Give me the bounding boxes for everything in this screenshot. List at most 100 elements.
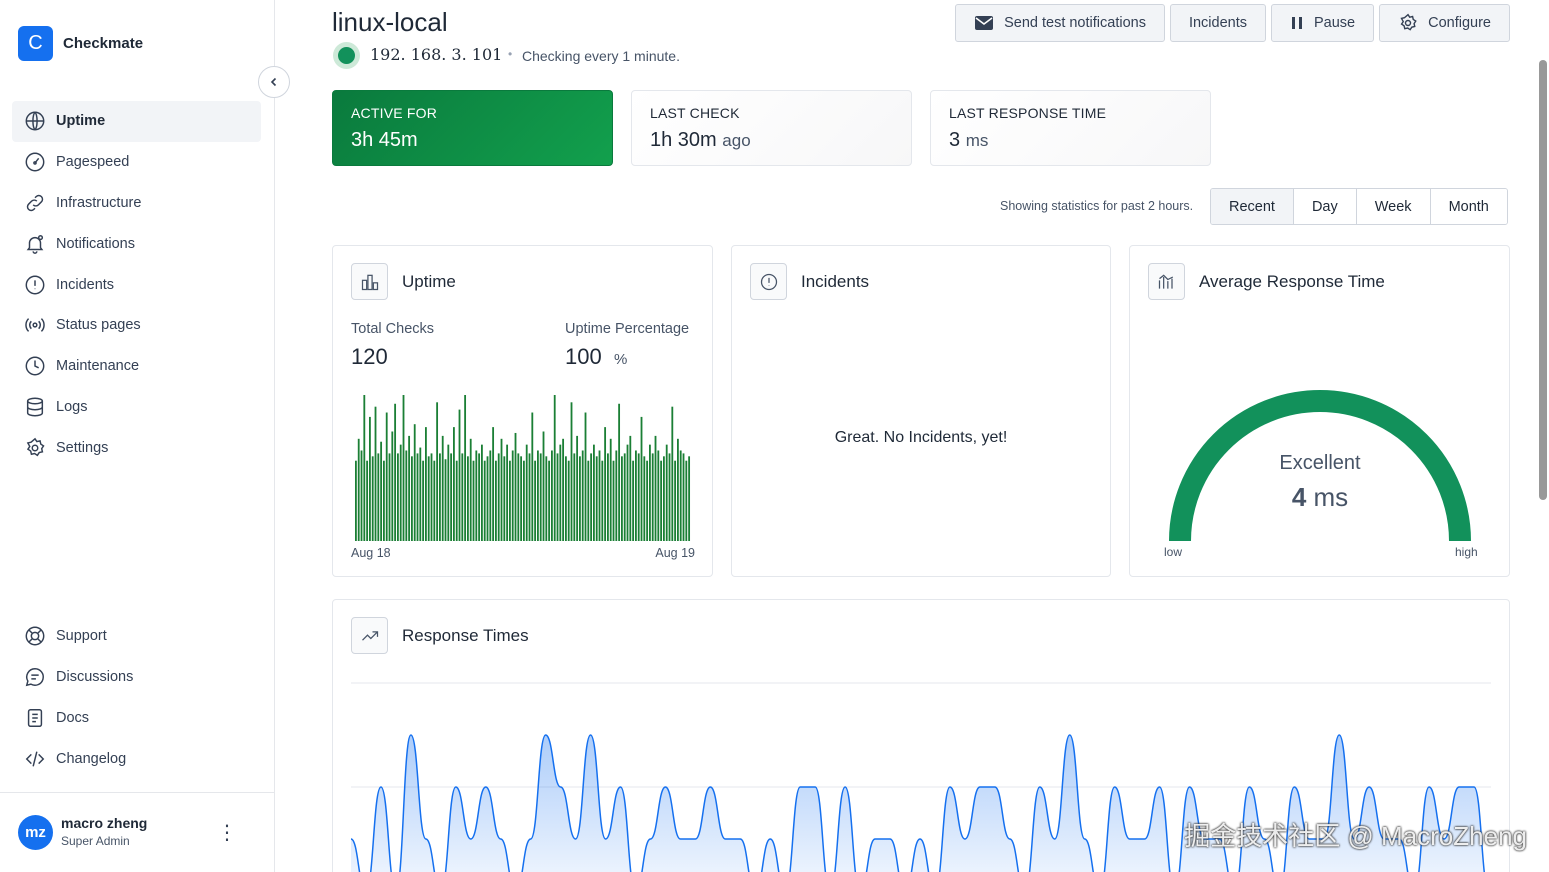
uptime-percentage-value: 100 % xyxy=(565,344,627,370)
uptime-bar xyxy=(363,395,366,541)
uptime-bar xyxy=(640,416,643,541)
uptime-bar xyxy=(380,441,383,541)
panel-header: Uptime xyxy=(351,263,456,300)
response-area xyxy=(351,735,1485,872)
uptime-bar xyxy=(416,453,419,541)
uptime-bar xyxy=(553,395,556,541)
status-indicator xyxy=(333,42,360,69)
uptime-bar xyxy=(598,450,601,541)
button-label: Incidents xyxy=(1188,15,1247,31)
incidents-panel: Incidents Great. No Incidents, yet! xyxy=(731,245,1111,577)
uptime-bar xyxy=(545,456,548,541)
uptime-bar xyxy=(688,456,691,541)
sidebar-item-label: Settings xyxy=(56,439,109,456)
uptime-bar xyxy=(677,438,679,541)
more-vertical-icon[interactable]: ⋮ xyxy=(217,821,237,844)
sidebar-item-changelog[interactable]: Changelog xyxy=(12,738,261,779)
sidebar-item-status-pages[interactable]: Status pages xyxy=(12,305,261,346)
average-response-panel: Average Response Time Excellent 4 ms low… xyxy=(1129,245,1510,577)
lifebuoy-icon xyxy=(24,625,46,647)
sidebar-item-label: Incidents xyxy=(56,276,115,293)
sidebar-item-support[interactable]: Support xyxy=(12,616,261,657)
uptime-bar xyxy=(643,456,646,541)
sidebar-item-uptime[interactable]: Uptime xyxy=(12,101,261,142)
gear-icon xyxy=(24,437,46,459)
panel-header: Average Response Time xyxy=(1148,263,1385,300)
database-icon xyxy=(24,396,46,418)
sidebar-item-label: Changelog xyxy=(56,750,127,767)
uptime-bar xyxy=(506,444,509,541)
header-actions: Send test notifications Incidents Pause … xyxy=(955,4,1510,42)
uptime-bar xyxy=(520,456,523,541)
x-axis-end-label: Aug 19 xyxy=(655,546,695,560)
uptime-bar xyxy=(478,453,481,541)
sidebar-item-discussions[interactable]: Discussions xyxy=(12,657,261,698)
sidebar-item-notifications[interactable]: Notifications xyxy=(12,223,261,264)
stat-last-check: LAST CHECK 1h 30m ago xyxy=(631,90,912,166)
stat-label: ACTIVE FOR xyxy=(351,105,438,121)
link-icon xyxy=(24,192,46,214)
uptime-bar xyxy=(472,460,475,541)
uptime-bar xyxy=(441,435,444,541)
brand[interactable]: C Checkmate xyxy=(18,26,143,61)
sidebar-item-logs[interactable]: Logs xyxy=(12,387,261,428)
uptime-bar xyxy=(355,460,357,541)
uptime-bar xyxy=(562,438,565,541)
gauge-value: 4 ms xyxy=(1130,482,1510,513)
uptime-bar xyxy=(559,444,562,541)
range-option-month[interactable]: Month xyxy=(1429,189,1507,224)
uptime-bar xyxy=(679,450,682,541)
response-chart-icon xyxy=(1148,263,1185,300)
uptime-bar xyxy=(671,406,674,541)
alert-circle-icon xyxy=(750,263,787,300)
uptime-bar xyxy=(486,456,489,541)
clock-icon xyxy=(24,355,46,377)
panel-header: Response Times xyxy=(351,617,529,654)
sidebar-item-infrastructure[interactable]: Infrastructure xyxy=(12,183,261,224)
scrollbar[interactable] xyxy=(1539,60,1547,500)
uptime-bar xyxy=(623,453,626,541)
sidebar-item-pagespeed[interactable]: Pagespeed xyxy=(12,142,261,183)
uptime-bar xyxy=(492,427,495,541)
chat-icon xyxy=(24,666,46,688)
uptime-bar xyxy=(626,444,629,541)
panel-header: Incidents xyxy=(750,263,869,300)
uptime-bar xyxy=(649,444,651,541)
uptime-bar xyxy=(422,460,425,541)
range-option-day[interactable]: Day xyxy=(1292,189,1356,224)
range-option-recent[interactable]: Recent xyxy=(1211,189,1293,224)
alert-circle-icon xyxy=(24,274,46,296)
uptime-bar xyxy=(660,460,663,541)
range-option-week[interactable]: Week xyxy=(1355,189,1430,224)
pause-button[interactable]: Pause xyxy=(1271,4,1375,42)
uptime-bar xyxy=(657,450,660,541)
sidebar-collapse-button[interactable] xyxy=(258,66,290,98)
sidebar-item-maintenance[interactable]: Maintenance xyxy=(12,346,261,387)
sidebar-item-docs[interactable]: Docs xyxy=(12,698,261,739)
sidebar-item-settings[interactable]: Settings xyxy=(12,427,261,468)
uptime-bar xyxy=(425,427,427,541)
uptime-bar xyxy=(682,453,685,541)
uptime-bar xyxy=(523,460,525,541)
uptime-bar xyxy=(609,438,612,541)
avatar[interactable]: mz xyxy=(18,815,53,850)
user-name: macro zheng xyxy=(61,815,148,831)
total-checks-label: Total Checks xyxy=(351,321,435,337)
sidebar-item-label: Notifications xyxy=(56,235,135,252)
uptime-bar xyxy=(579,456,581,541)
uptime-bar xyxy=(467,456,469,541)
stat-label: LAST CHECK xyxy=(650,105,740,121)
incidents-button[interactable]: Incidents xyxy=(1169,4,1266,42)
code-icon xyxy=(24,748,46,770)
uptime-bar xyxy=(514,432,517,541)
sidebar-item-incidents[interactable]: Incidents xyxy=(12,264,261,305)
uptime-bar xyxy=(481,444,483,541)
send-test-notifications-button[interactable]: Send test notifications xyxy=(955,4,1165,42)
stat-active-for: ACTIVE FOR 3h 45m xyxy=(332,90,613,166)
uptime-bar xyxy=(621,456,623,541)
sidebar-item-label: Infrastructure xyxy=(56,194,142,211)
uptime-bar xyxy=(464,395,467,541)
configure-button[interactable]: Configure xyxy=(1379,4,1510,42)
uptime-percentage-label: Uptime Percentage xyxy=(565,321,690,337)
uptime-bar xyxy=(497,453,500,541)
